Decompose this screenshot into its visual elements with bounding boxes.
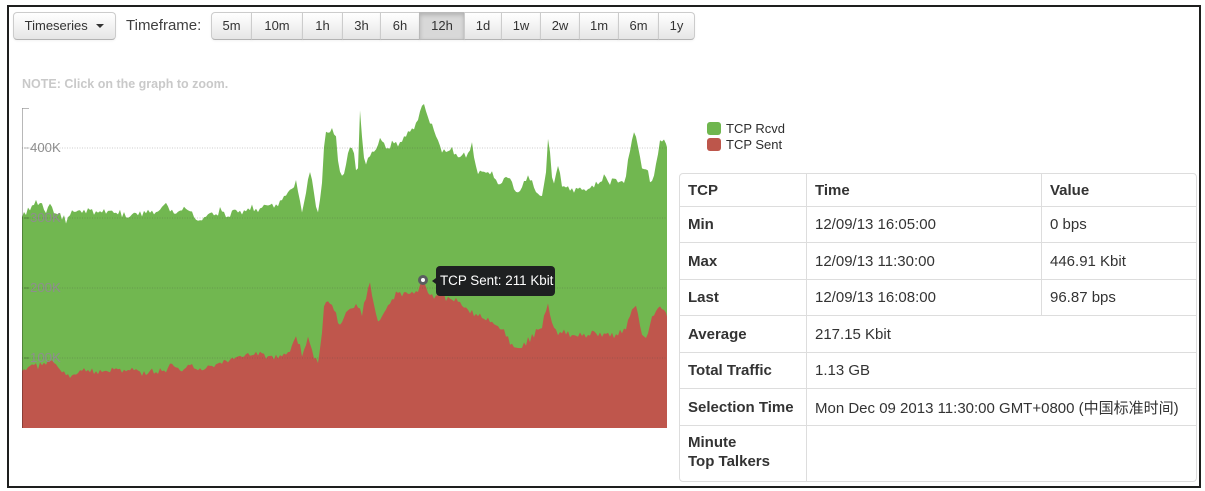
svg-text:100K: 100K bbox=[30, 350, 61, 365]
svg-text:400K: 400K bbox=[30, 140, 61, 155]
svg-text:300K: 300K bbox=[30, 210, 61, 225]
svg-text:200K: 200K bbox=[30, 280, 61, 295]
